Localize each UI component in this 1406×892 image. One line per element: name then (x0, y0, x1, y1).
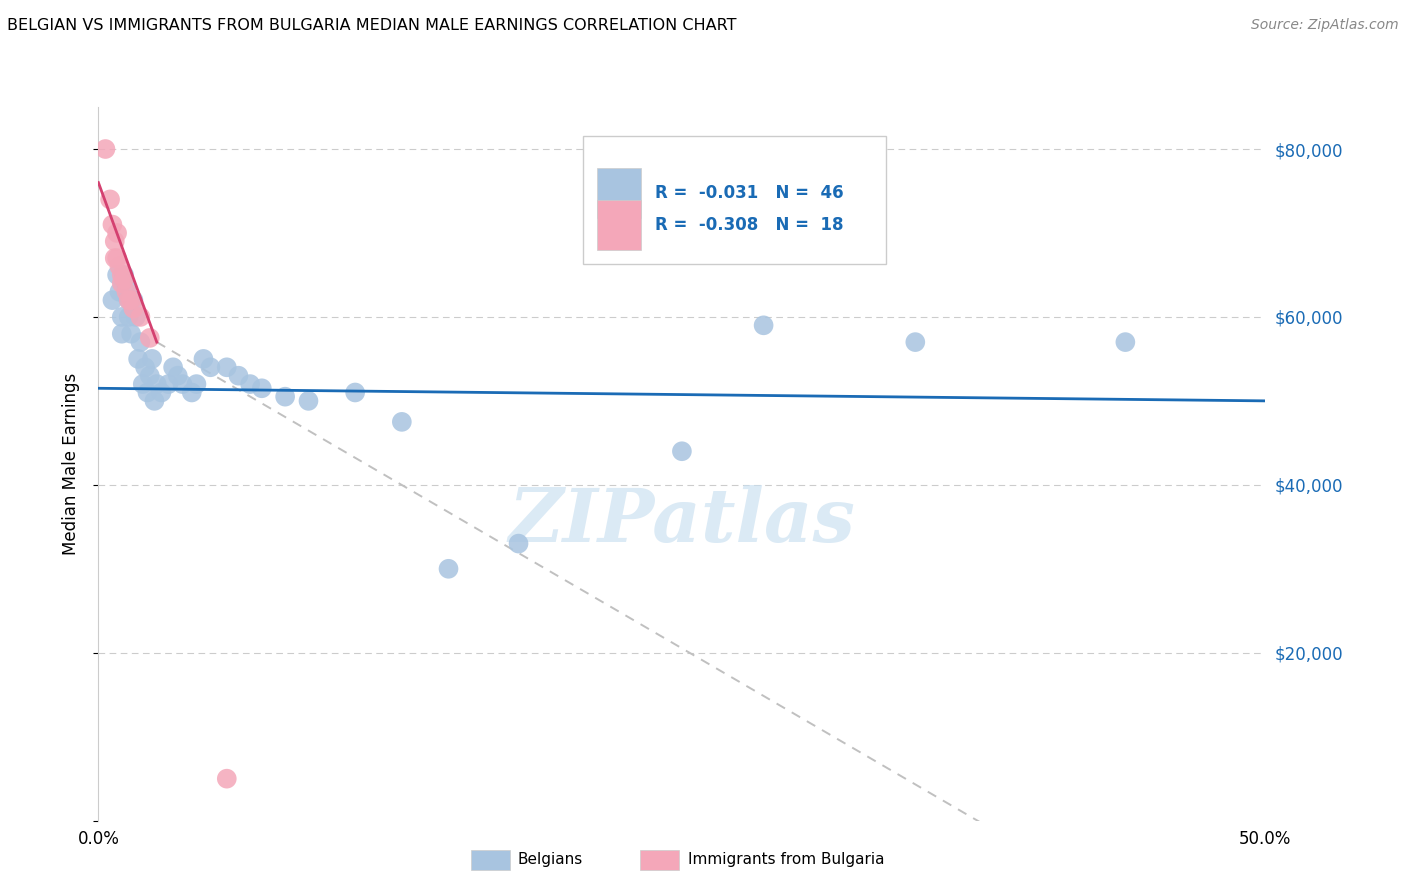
Point (904, 335, 927, 350)
Point (143, 393, 166, 408)
Point (193, 351, 215, 366)
FancyBboxPatch shape (596, 168, 641, 218)
Point (111, 268, 134, 282)
Text: R =  -0.031   N =  46: R = -0.031 N = 46 (655, 184, 844, 202)
Point (200, 360, 222, 375)
Point (752, 318, 775, 333)
Point (98, 193, 121, 207)
Text: Source: ZipAtlas.com: Source: ZipAtlas.com (1251, 18, 1399, 32)
Point (132, 377, 155, 392)
Point (136, 385, 159, 400)
Point (101, 293, 124, 307)
Point (157, 377, 180, 392)
Point (162, 360, 184, 375)
Point (105, 251, 128, 265)
Point (139, 331, 162, 345)
Point (186, 377, 208, 392)
Point (112, 272, 135, 286)
Point (250, 381, 273, 395)
Point (122, 293, 145, 307)
Point (239, 377, 262, 392)
Point (120, 326, 142, 341)
FancyBboxPatch shape (582, 136, 886, 264)
Point (172, 377, 194, 392)
Point (122, 301, 145, 316)
Point (297, 393, 319, 408)
Point (180, 385, 202, 400)
Point (146, 377, 169, 392)
Point (108, 260, 131, 274)
Point (129, 310, 152, 324)
Point (344, 385, 367, 400)
Point (118, 293, 141, 307)
Point (111, 326, 134, 341)
Point (108, 285, 131, 299)
Point (127, 351, 149, 366)
Point (118, 293, 141, 307)
Y-axis label: Median Male Earnings: Median Male Earnings (62, 373, 80, 555)
Text: Immigrants from Bulgaria: Immigrants from Bulgaria (688, 853, 884, 867)
Point (105, 226, 128, 240)
Point (134, 360, 156, 375)
Text: ZIPatlas: ZIPatlas (509, 484, 855, 558)
Point (115, 280, 138, 294)
Text: R =  -0.308   N =  18: R = -0.308 N = 18 (655, 216, 844, 234)
Point (111, 277, 134, 291)
Point (139, 368, 162, 383)
Point (141, 351, 163, 366)
Point (120, 293, 142, 307)
Point (1114, 335, 1136, 350)
Point (274, 390, 297, 404)
Point (101, 218, 124, 232)
Point (104, 251, 127, 265)
Point (111, 310, 134, 324)
Text: Belgians: Belgians (517, 853, 582, 867)
Text: BELGIAN VS IMMIGRANTS FROM BULGARIA MEDIAN MALE EARNINGS CORRELATION CHART: BELGIAN VS IMMIGRANTS FROM BULGARIA MEDI… (7, 18, 737, 33)
Point (228, 368, 250, 383)
Point (112, 268, 135, 282)
Point (391, 415, 413, 429)
Point (94, 142, 117, 156)
Point (215, 360, 238, 375)
Point (508, 536, 530, 550)
Point (671, 444, 693, 458)
Point (115, 285, 138, 299)
Point (437, 562, 460, 576)
Point (166, 368, 188, 383)
Point (647, 226, 669, 240)
Point (150, 385, 173, 400)
FancyBboxPatch shape (596, 200, 641, 250)
Point (118, 310, 141, 324)
Point (105, 268, 128, 282)
Point (125, 310, 148, 324)
Point (215, 772, 238, 786)
Point (104, 235, 127, 249)
Point (129, 335, 152, 350)
